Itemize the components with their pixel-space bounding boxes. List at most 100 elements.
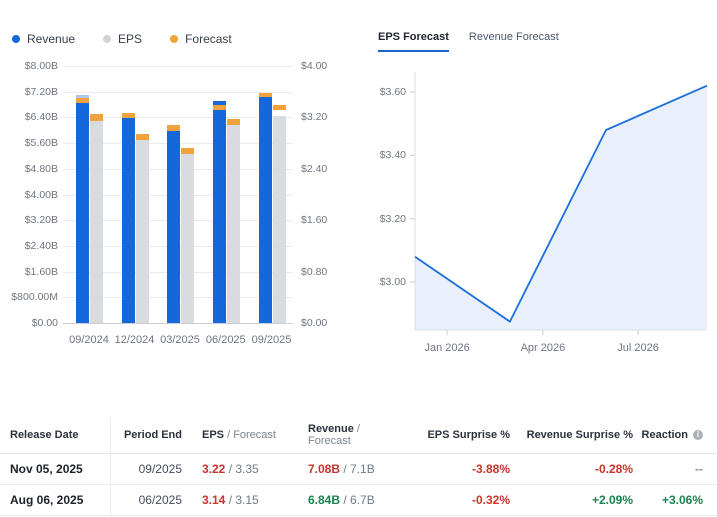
table-row[interactable]: Nov 05, 2025 09/2025 3.22 / 3.35 7.08B / 7.… bbox=[0, 454, 717, 485]
table-cell-text: / bbox=[343, 493, 351, 507]
eps-bar-segment bbox=[135, 134, 149, 140]
header-label: Release Date bbox=[10, 429, 79, 441]
release-date-cell: Nov 05, 2025 bbox=[0, 462, 110, 476]
table-header-row: Release Date Period End EPS / Forecast Reve… bbox=[0, 417, 717, 454]
table-cell-text: 3.35 bbox=[235, 462, 259, 476]
table-header-cell: Revenue Surprise % bbox=[510, 429, 633, 441]
bar-gridline bbox=[63, 66, 293, 67]
left-axis-tick-label: $0.00 bbox=[31, 317, 58, 329]
table-cell-text: / bbox=[228, 493, 236, 507]
bar-gridline bbox=[63, 323, 293, 324]
revenue-bar-segment bbox=[76, 95, 89, 99]
table-cell-text: -0.32% bbox=[471, 493, 510, 507]
bar-x-tick-label: 09/2024 bbox=[69, 334, 109, 346]
tab-eps-forecast[interactable]: EPS Forecast bbox=[378, 31, 449, 52]
revenue-bar-segment bbox=[121, 112, 135, 119]
eps-surprise-cell: -3.88% bbox=[400, 462, 510, 476]
left-axis-tick-label: $8.00B bbox=[24, 60, 58, 72]
bar-x-tick-label: 09/2025 bbox=[251, 334, 292, 346]
table-header-cell: Reaction i bbox=[633, 429, 717, 441]
table-header-cell: Period End bbox=[110, 429, 182, 441]
revenue-bar-segment bbox=[258, 97, 272, 323]
bar-x-tick-label: 12/2024 bbox=[114, 334, 155, 346]
legend-item-revenue[interactable]: Revenue bbox=[12, 32, 75, 46]
bar-x-tick-label: 06/2025 bbox=[205, 334, 246, 346]
table-cell-text: Aug 06, 2025 bbox=[10, 493, 84, 507]
revenue-swatch-icon bbox=[12, 35, 20, 43]
legend-item-forecast[interactable]: Forecast bbox=[170, 32, 232, 46]
revenue-bar-segment bbox=[76, 98, 89, 104]
left-axis-tick-label: $5.60B bbox=[24, 137, 58, 150]
forecast-line-svg bbox=[410, 72, 708, 335]
table-cell-text: +3.06% bbox=[661, 493, 703, 507]
revenue-bar-segment bbox=[76, 103, 89, 323]
table-cell-text: 3.15 bbox=[235, 493, 259, 507]
header-label: EPS Surprise % bbox=[427, 429, 510, 441]
forecast-x-tick-label: Apr 2026 bbox=[520, 342, 566, 354]
forecast-x-tick-label: Jan 2026 bbox=[424, 342, 470, 354]
table-header-cell: Revenue / Forecast bbox=[282, 423, 400, 447]
eps-bar-segment bbox=[181, 147, 194, 155]
forecast-x-tick-label: Jul 2026 bbox=[617, 342, 659, 354]
legend-label: Forecast bbox=[185, 32, 232, 46]
reaction-info-icon[interactable]: i bbox=[693, 430, 703, 440]
tab-revenue-forecast[interactable]: Revenue Forecast bbox=[468, 31, 559, 43]
bar-x-tick-label: 03/2025 bbox=[160, 334, 200, 346]
table-cell-text: 09/2025 bbox=[138, 462, 182, 476]
bar-gridline bbox=[63, 117, 293, 119]
table-cell-text: 6.84B bbox=[308, 493, 341, 507]
eps-bar-segment bbox=[135, 139, 149, 323]
table-cell-text: 6.7B bbox=[350, 493, 375, 507]
table-header-cell: EPS Surprise % bbox=[400, 429, 510, 441]
left-axis-tick-label: $4.80B bbox=[24, 162, 58, 175]
table-column-divider bbox=[110, 417, 111, 517]
eps-cell: 3.14 / 3.15 bbox=[182, 493, 282, 507]
table-cell-text: / bbox=[343, 462, 351, 476]
revenue-bar-segment bbox=[167, 130, 180, 323]
header-label: Revenue Surprise % bbox=[526, 429, 633, 441]
eps-bar-segment bbox=[272, 104, 286, 111]
table-cell-text: 06/2025 bbox=[138, 493, 182, 507]
legend-item-eps[interactable]: EPS bbox=[103, 32, 142, 46]
eps-bar-segment bbox=[90, 113, 103, 121]
left-axis-tick-label: $7.20B bbox=[24, 85, 58, 98]
table-cell-text: Nov 05, 2025 bbox=[10, 462, 83, 476]
header-sublabel: / Forecast bbox=[227, 429, 276, 441]
right-axis-tick-label: $0.80 bbox=[301, 265, 328, 278]
revenue-bar-segment bbox=[212, 105, 226, 110]
eps-surprise-cell: -0.32% bbox=[400, 493, 510, 507]
left-axis-tick-label: $2.40B bbox=[24, 239, 58, 252]
revenue-bar-segment bbox=[167, 125, 180, 131]
legend-label: EPS bbox=[118, 32, 143, 46]
earnings-table: Release Date Period End EPS / Forecast Reve… bbox=[0, 417, 717, 517]
earnings-bar-chart: $8.00B $7.20B $6.40B $5.60B $4.80B $4.00B $3.2… bbox=[0, 0, 360, 360]
forecast-area-fill bbox=[415, 85, 707, 330]
left-axis-tick-label: $4.00B bbox=[24, 188, 58, 201]
table-cell-text: 7.1B bbox=[350, 462, 375, 476]
table-cell-text: +2.09% bbox=[591, 493, 633, 507]
forecast-tabs: EPS Forecast Revenue Forecast bbox=[378, 31, 559, 52]
right-axis-tick-label: $4.00 bbox=[301, 60, 328, 72]
table-row[interactable]: Aug 06, 2025 06/2025 3.14 / 3.15 6.84B / 6.… bbox=[0, 485, 717, 516]
right-axis-tick-label: $3.20 bbox=[301, 111, 328, 124]
forecast-y-tick-label: $3.00 bbox=[379, 276, 406, 288]
right-axis-tick-label: $0.00 bbox=[301, 317, 328, 329]
table-header-cell: EPS / Forecast bbox=[182, 429, 282, 441]
header-sublabel: / Forecast bbox=[308, 423, 360, 447]
revenue-bar-segment bbox=[121, 118, 135, 323]
header-label: Period End bbox=[123, 429, 182, 441]
header-label: EPS bbox=[202, 429, 225, 441]
eps-bar-segment bbox=[90, 120, 103, 323]
chart-legend: Revenue EPS Forecast bbox=[12, 32, 232, 46]
revenue-bar-segment bbox=[258, 92, 272, 98]
revenue-bar-segment bbox=[212, 110, 226, 323]
table-cell-text: 3.14 bbox=[202, 493, 226, 507]
revenue-surprise-cell: -0.28% bbox=[510, 462, 633, 476]
left-axis-tick-label: $6.40B bbox=[24, 111, 58, 124]
table-cell-text: 7.08B bbox=[308, 462, 341, 476]
forecast-y-tick-label: $3.20 bbox=[379, 212, 406, 225]
bar-gridline bbox=[63, 91, 293, 93]
revenue-cell: 6.84B / 6.7B bbox=[282, 493, 400, 507]
eps-bar-segment bbox=[226, 119, 240, 126]
